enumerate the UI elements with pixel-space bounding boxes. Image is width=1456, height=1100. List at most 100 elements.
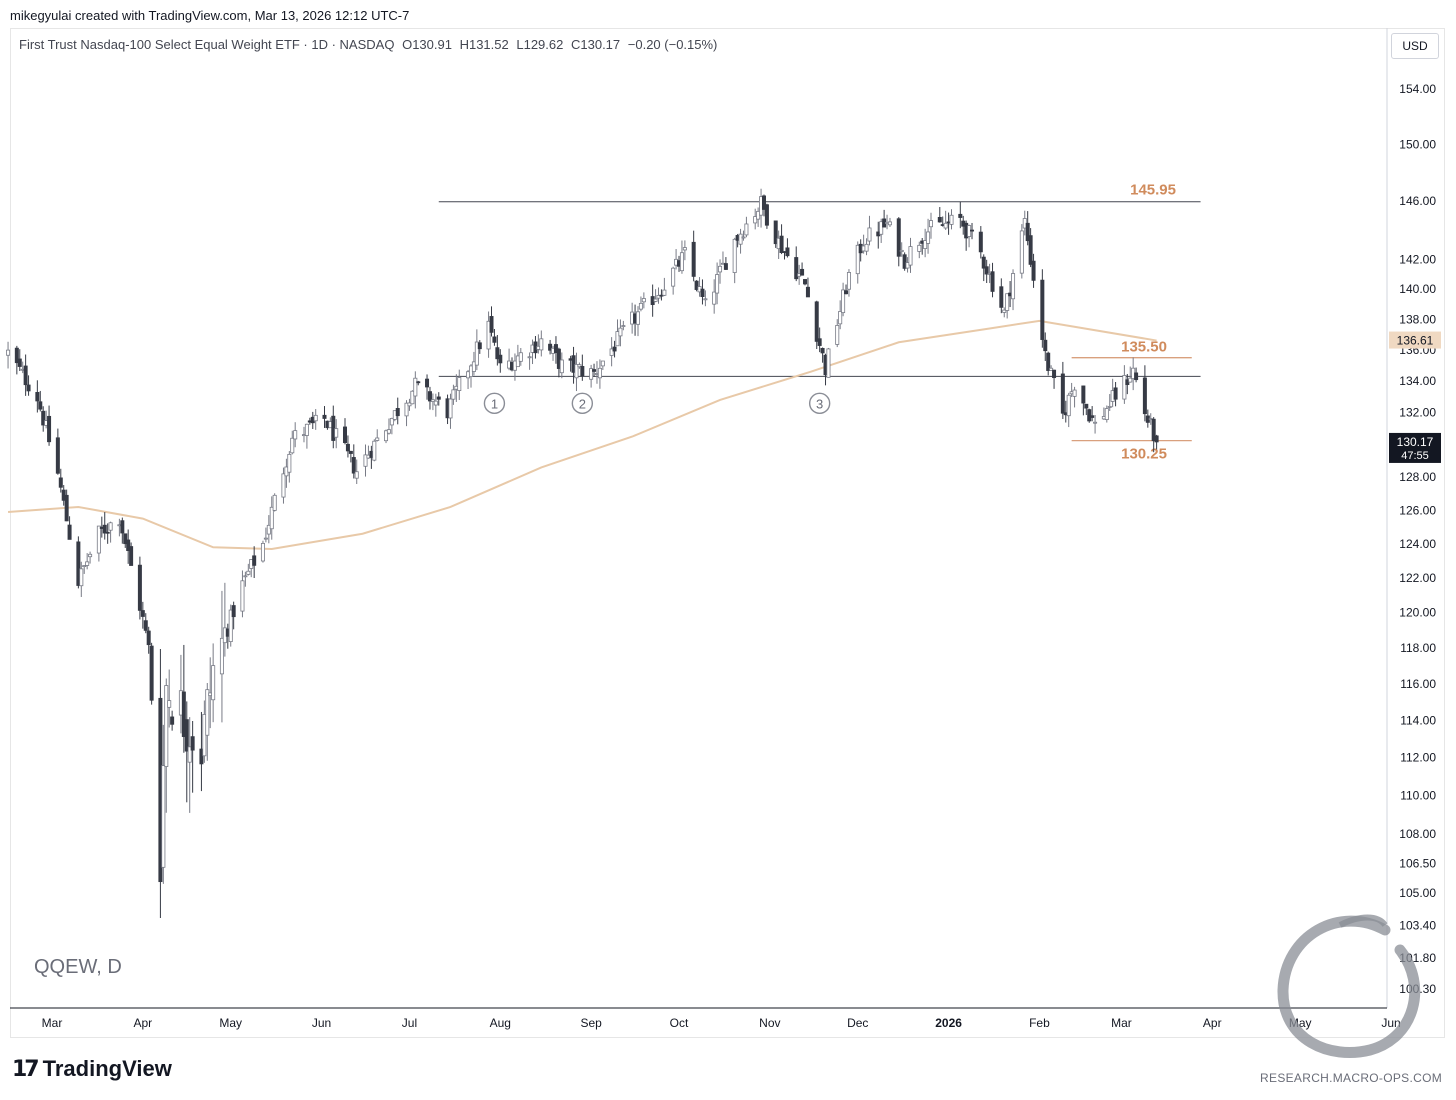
candle-body (6, 349, 11, 356)
candle-body (548, 343, 553, 351)
candle-body (794, 257, 799, 280)
candle-body (1072, 389, 1077, 397)
candle-body (559, 359, 564, 374)
candle-body (923, 240, 928, 249)
touch-marker (808, 392, 831, 415)
candle-body (410, 390, 415, 405)
legend-low: L129.62 (516, 37, 564, 52)
candle-body (744, 223, 749, 236)
candle-body (764, 204, 769, 226)
candle-body (143, 620, 148, 631)
legend-title: First Trust Nasdaq-100 Select Equal Weig… (19, 37, 395, 52)
touch-marker (483, 392, 506, 415)
candle-body (425, 378, 430, 388)
candle-body (949, 214, 954, 225)
candle-body (58, 477, 63, 488)
candle-body (79, 568, 84, 587)
candle-body (1002, 309, 1007, 313)
candle-body (486, 320, 491, 350)
candle-body (618, 327, 623, 337)
symbol-legend: First Trust Nasdaq-100 Select Equal Weig… (19, 37, 721, 52)
candle-body (38, 401, 43, 410)
legend-change: −0.20 (−0.15%) (627, 37, 718, 52)
candle-body (527, 356, 532, 359)
candle-body (123, 533, 128, 545)
candle-body (1151, 418, 1156, 442)
candle-body (844, 290, 849, 295)
y-tick-label: 106.50 (1399, 856, 1436, 870)
candle-body (1028, 235, 1033, 265)
y-tick-label: 154.00 (1399, 82, 1436, 96)
candle-body (814, 301, 819, 342)
candle-body (597, 367, 602, 379)
candle-body (1025, 222, 1030, 242)
candle-body (1154, 435, 1159, 443)
y-tick-label: 126.00 (1399, 503, 1436, 517)
candle-body (477, 342, 482, 350)
tradingview-logo-text: TradingView (42, 1056, 172, 1081)
touch-marker-label: 2 (579, 396, 586, 411)
candle-body (580, 366, 585, 377)
y-tick-label: 105.00 (1399, 886, 1436, 900)
candle-body (427, 391, 432, 402)
legend-open: O130.91 (402, 37, 452, 52)
candle-body (981, 256, 986, 269)
currency-button[interactable]: USD (1391, 33, 1439, 59)
candle-body (835, 325, 840, 345)
candle-body (805, 286, 810, 298)
ma-price-label: 136.61 (1397, 334, 1434, 348)
candle-body (164, 685, 169, 767)
x-tick-label: Mar (1111, 1016, 1132, 1030)
x-tick-label: Jun (312, 1016, 331, 1030)
candle-body (354, 471, 359, 479)
candle-body (855, 244, 860, 275)
candle-body (448, 398, 453, 419)
touch-marker-label: 3 (816, 396, 823, 411)
x-tick-label: May (219, 1016, 242, 1030)
candle-body (140, 610, 145, 617)
candle-body (351, 457, 356, 474)
candle-body (85, 561, 90, 566)
candle-body (838, 311, 843, 325)
candle-body (430, 399, 435, 402)
candle-body (161, 765, 166, 868)
candle-body (929, 220, 934, 228)
candle-body (896, 218, 901, 257)
touch-marker-label: 1 (491, 396, 498, 411)
tradingview-logo[interactable]: 17 TradingView (12, 1056, 172, 1082)
candle-body (999, 286, 1004, 308)
candle-body (395, 408, 400, 417)
candle-body (978, 231, 983, 253)
candle-body (990, 271, 995, 292)
candle-body (682, 247, 687, 251)
candle-body (76, 541, 81, 586)
candle-body (864, 243, 869, 252)
candle-body (102, 524, 107, 534)
level-label: 135.50 (1121, 339, 1167, 356)
candle-body (1066, 394, 1071, 417)
candle-body (539, 338, 544, 351)
candle-body (199, 748, 204, 765)
candle-body (88, 553, 93, 558)
site-watermark: RESEARCH.MACRO-OPS.COM (1260, 1071, 1442, 1085)
candle-body (293, 430, 298, 440)
y-tick-label: 128.00 (1399, 470, 1436, 484)
candle-body (260, 542, 265, 562)
candle-body (1043, 339, 1048, 352)
candle-body (1060, 373, 1065, 414)
candle-body (937, 216, 942, 223)
candle-body (137, 564, 142, 611)
candle-body (416, 381, 421, 384)
candle-body (219, 637, 224, 675)
candle-body (779, 235, 784, 254)
candle-body (146, 630, 151, 646)
candle-body (120, 520, 125, 534)
candle-body (167, 700, 172, 708)
y-tick-label: 122.00 (1399, 571, 1436, 585)
candle-body (879, 221, 884, 235)
candle-body (800, 268, 805, 276)
candle-body (41, 410, 46, 426)
candle-body (1107, 406, 1112, 408)
y-tick-label: 142.00 (1399, 252, 1436, 266)
